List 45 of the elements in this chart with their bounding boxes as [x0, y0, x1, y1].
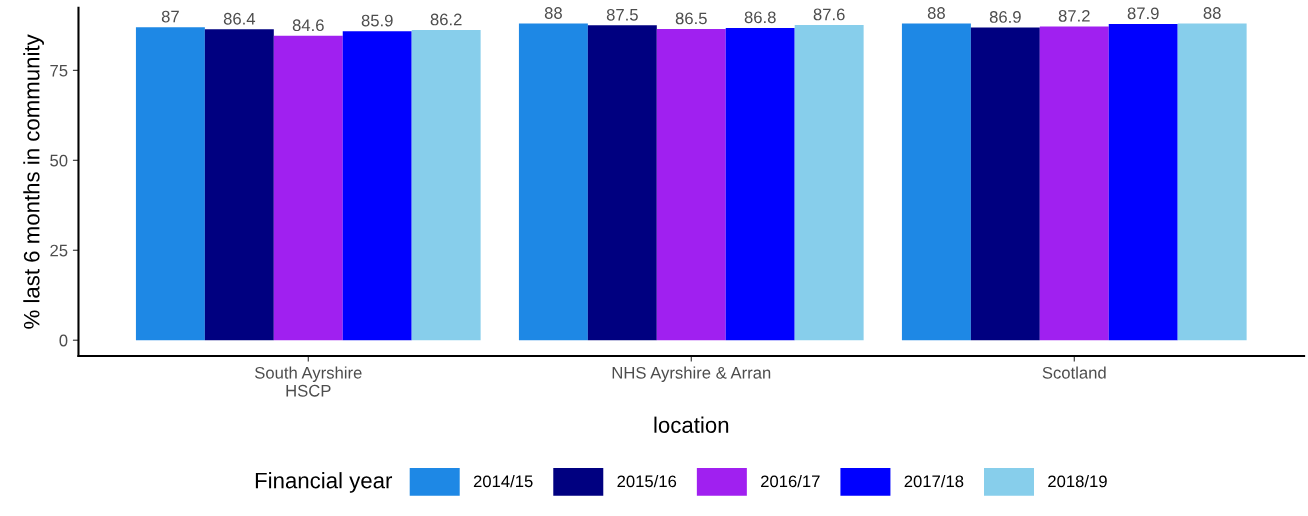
- data-label: 86.5: [675, 12, 707, 25]
- data-label: 88: [544, 7, 562, 19]
- legend-label: 2015/16: [617, 475, 677, 488]
- bar: [656, 28, 726, 341]
- data-label: 86.8: [744, 11, 776, 24]
- data-label: 87.9: [1127, 7, 1159, 20]
- bar: [587, 25, 657, 341]
- data-label: 88: [927, 7, 945, 19]
- bar: [725, 27, 795, 341]
- data-label: 87.2: [1058, 9, 1090, 22]
- bar: [204, 29, 274, 341]
- x-tick-label: NHS Ayrshire & Arran: [612, 366, 771, 382]
- bar: [1177, 23, 1247, 341]
- data-label: 85.9: [361, 14, 393, 27]
- legend-title: Financial year: [255, 472, 393, 493]
- data-label: 86.9: [989, 11, 1021, 23]
- y-axis-title: % last 6 months in community: [23, 34, 44, 329]
- y-tick-label: 25: [50, 244, 68, 257]
- bar: [135, 27, 205, 341]
- data-label: 88: [1203, 7, 1221, 19]
- bar: [901, 23, 971, 341]
- x-tick-label: South Ayrshire HSCP: [254, 366, 362, 397]
- bar: [273, 35, 343, 341]
- y-tick-label: 50: [50, 154, 68, 167]
- bar: [1039, 26, 1109, 341]
- legend-label: 2017/18: [904, 475, 964, 488]
- bar: [411, 30, 481, 341]
- bar: [342, 31, 412, 341]
- legend-label: 2018/19: [1048, 475, 1107, 488]
- data-label: 86.4: [223, 12, 256, 25]
- data-label: 87: [161, 10, 179, 23]
- legend-label: 2016/17: [761, 475, 820, 488]
- y-tick-label: 75: [50, 64, 68, 77]
- data-label: 87.6: [813, 8, 845, 21]
- x-tick-label: Scotland: [1042, 366, 1106, 379]
- y-tick-label: 0: [59, 334, 68, 347]
- legend-label: 2014/15: [473, 475, 533, 488]
- bar: [518, 23, 588, 341]
- bar: [970, 27, 1040, 341]
- data-label: 87.5: [606, 8, 638, 21]
- bar: [1108, 23, 1178, 341]
- data-label: 84.6: [292, 19, 324, 32]
- bar: [794, 25, 864, 341]
- x-axis-title: location: [654, 416, 729, 433]
- data-label: 86.2: [430, 13, 462, 26]
